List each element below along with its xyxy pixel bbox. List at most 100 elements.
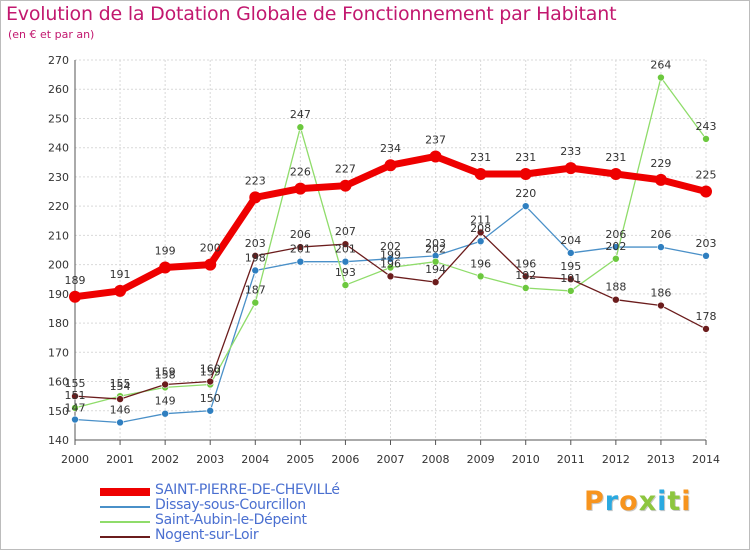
data-point-saint-aubin-le-depeint [657,73,665,82]
chart-subtitle: (en € et par an) [8,28,95,41]
data-label-saint-pierre-de-cheville: 231 [470,151,491,164]
y-tick-label: 260 [48,83,69,96]
y-tick-label: 160 [48,376,69,389]
legend-item-dissay-sous-courcillon: Dissay-sous-Courcillon [100,497,400,515]
data-label-nogent-sur-loir: 159 [155,365,176,378]
data-label-saint-pierre-de-cheville: 226 [290,166,311,179]
data-label-saint-aubin-le-depeint: 196 [470,257,491,270]
data-point-dissay-sous-courcillon [161,409,169,418]
data-point-nogent-sur-loir [657,301,665,310]
data-point-saint-aubin-le-depeint [566,287,575,295]
legend-label: Nogent-sur-Loir [155,527,259,543]
data-label-saint-pierre-de-cheville: 225 [696,169,717,182]
data-point-saint-pierre-de-cheville [114,284,127,297]
data-point-saint-pierre-de-cheville [384,159,397,172]
data-label-nogent-sur-loir: 154 [110,380,131,393]
data-label-nogent-sur-loir: 196 [380,257,401,270]
logo-letter: t [667,486,682,517]
data-point-saint-aubin-le-depeint [612,254,620,263]
data-point-dissay-sous-courcillon [566,249,575,257]
legend-item-saint-pierre-de-cheville: SAINT-PIERRE-DE-CHEVILLé [100,482,400,500]
data-label-nogent-sur-loir: 155 [65,377,86,390]
y-tick-label: 150 [48,405,69,418]
data-point-saint-pierre-de-cheville [474,168,487,180]
x-tick-label: 2013 [647,453,675,466]
y-tick-label: 250 [48,112,69,125]
data-label-saint-pierre-de-cheville: 200 [200,242,221,255]
legend-item-saint-aubin-le-depeint: Saint-Aubin-le-Dépeint [100,512,400,530]
data-label-nogent-sur-loir: 186 [650,287,671,300]
y-tick-label: 220 [48,200,69,213]
data-point-saint-pierre-de-cheville [609,168,622,180]
data-label-nogent-sur-loir: 206 [290,228,311,241]
data-point-nogent-sur-loir [521,272,530,281]
y-tick-label: 230 [48,171,69,184]
data-label-dissay-sous-courcillon: 149 [155,395,176,408]
data-label-nogent-sur-loir: 194 [425,263,446,276]
data-label-saint-pierre-de-cheville: 231 [515,151,536,164]
data-point-saint-pierre-de-cheville [700,185,712,198]
legend-swatch [100,506,150,508]
x-tick-label: 2005 [286,453,314,466]
data-point-saint-pierre-de-cheville [69,290,81,303]
data-label-saint-pierre-de-cheville: 227 [335,163,356,176]
data-point-nogent-sur-loir [566,275,575,284]
data-point-nogent-sur-loir [71,392,79,400]
data-label-nogent-sur-loir: 188 [605,281,626,294]
data-label-saint-pierre-de-cheville: 234 [380,142,401,155]
x-tick-label: 2011 [557,453,585,466]
series-layer [69,73,712,427]
data-label-saint-aubin-le-depeint: 192 [515,269,536,282]
data-label-dissay-sous-courcillon: 204 [560,234,581,247]
data-point-nogent-sur-loir [116,395,124,403]
data-label-saint-pierre-de-cheville: 189 [65,274,86,287]
data-point-saint-aubin-le-depeint [386,263,395,272]
data-point-nogent-sur-loir [161,380,169,389]
data-point-dissay-sous-courcillon [702,252,710,260]
data-point-nogent-sur-loir [431,278,440,286]
data-point-dissay-sous-courcillon [116,418,124,427]
data-label-dissay-sous-courcillon: 201 [290,243,311,256]
data-label-saint-aubin-le-depeint: 243 [696,120,717,133]
line-chart: 140 150 160 170 180 190 200 210 220 230 240 250 260 2… [48,54,720,466]
data-label-saint-aubin-le-depeint: 247 [290,108,311,121]
data-point-dissay-sous-courcillon [71,415,79,424]
y-tick-label: 170 [48,346,69,359]
data-label-saint-aubin-le-depeint: 155 [110,377,131,390]
data-point-saint-pierre-de-cheville [204,258,217,271]
y-tick-label: 180 [48,317,69,330]
data-point-dissay-sous-courcillon [251,266,260,275]
data-label-dissay-sous-courcillon: 147 [65,402,86,415]
data-label-dissay-sous-courcillon: 202 [380,240,401,253]
chart-title: Evolution de la Dotation Globale de Fonc… [6,3,617,25]
data-label-dissay-sous-courcillon: 201 [335,243,356,256]
data-label-saint-pierre-de-cheville: 231 [605,151,626,164]
data-point-saint-aubin-le-depeint [431,257,440,266]
data-label-dissay-sous-courcillon: 203 [425,237,446,250]
x-tick-label: 2010 [512,453,540,466]
x-tick-label: 2006 [331,453,359,466]
data-label-saint-aubin-le-depeint: 202 [425,243,446,256]
data-point-nogent-sur-loir [206,377,215,386]
data-label-saint-aubin-le-depeint: 193 [335,266,356,279]
data-point-nogent-sur-loir [251,252,260,260]
data-label-dissay-sous-courcillon: 208 [470,222,491,235]
data-point-dissay-sous-courcillon [206,406,215,415]
x-tick-label: 2007 [377,453,405,466]
data-label-nogent-sur-loir: 178 [696,310,717,323]
legend-swatch [100,536,150,538]
proxiti-logo: Proxiti [584,486,692,517]
legend-label: Dissay-sous-Courcillon [155,497,306,513]
data-label-saint-aubin-le-depeint: 191 [560,272,581,285]
data-point-saint-pierre-de-cheville [429,150,442,163]
data-point-saint-aubin-le-depeint [341,281,350,289]
data-point-nogent-sur-loir [702,325,710,333]
data-point-dissay-sous-courcillon [296,257,305,266]
x-tick-label: 2004 [241,453,269,466]
data-point-saint-pierre-de-cheville [339,179,352,192]
data-label-saint-pierre-de-cheville: 191 [110,268,131,281]
x-tick-label: 2008 [422,453,450,466]
legend-label: Saint-Aubin-le-Dépeint [155,512,307,528]
